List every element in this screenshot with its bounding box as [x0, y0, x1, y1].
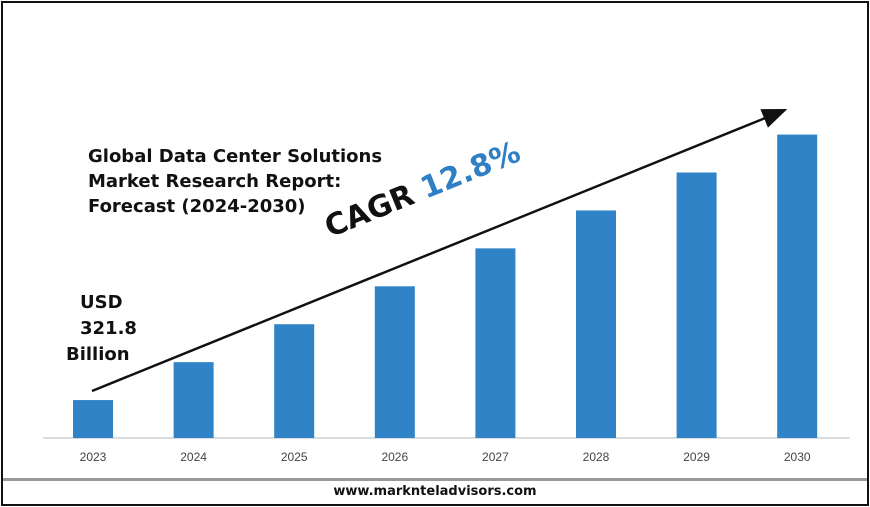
bar-2027	[475, 248, 516, 438]
title-line-3: Forecast (2024-2030)	[88, 196, 306, 217]
x-tick-label-2030: 2030	[784, 450, 811, 464]
base-value-label: USD 321.8 Billion	[66, 290, 137, 368]
bar-2023	[73, 400, 113, 438]
x-tick-label-2028: 2028	[583, 450, 610, 464]
bar-2030	[777, 134, 818, 438]
bar-2025	[274, 324, 315, 438]
chart-area	[3, 3, 867, 481]
x-tick-label-2025: 2025	[281, 450, 308, 464]
base-value-unit: Billion	[66, 344, 130, 365]
base-value-number: 321.8	[80, 318, 137, 339]
x-tick-label-2026: 2026	[381, 450, 408, 464]
bar-2026	[374, 286, 415, 438]
growth-arrow	[91, 108, 788, 393]
bar-2028	[576, 210, 616, 438]
chart-title: Global Data Center Solutions Market Rese…	[88, 144, 382, 219]
bar-2029	[676, 172, 717, 438]
base-value-currency: USD	[80, 292, 123, 313]
title-line-2: Market Research Report:	[88, 171, 342, 192]
x-tick-label-2023: 2023	[80, 450, 107, 464]
bar-2024	[173, 362, 214, 438]
bar-chart: 2023 2024 2025 2026 2027 2028 2029 2030	[43, 108, 850, 464]
x-tick-label-2027: 2027	[482, 450, 509, 464]
x-tick-label-2024: 2024	[180, 450, 207, 464]
title-line-1: Global Data Center Solutions	[88, 146, 383, 167]
footer-website: www.marknteladvisors.com	[333, 484, 537, 499]
x-tick-label-2029: 2029	[683, 450, 710, 464]
